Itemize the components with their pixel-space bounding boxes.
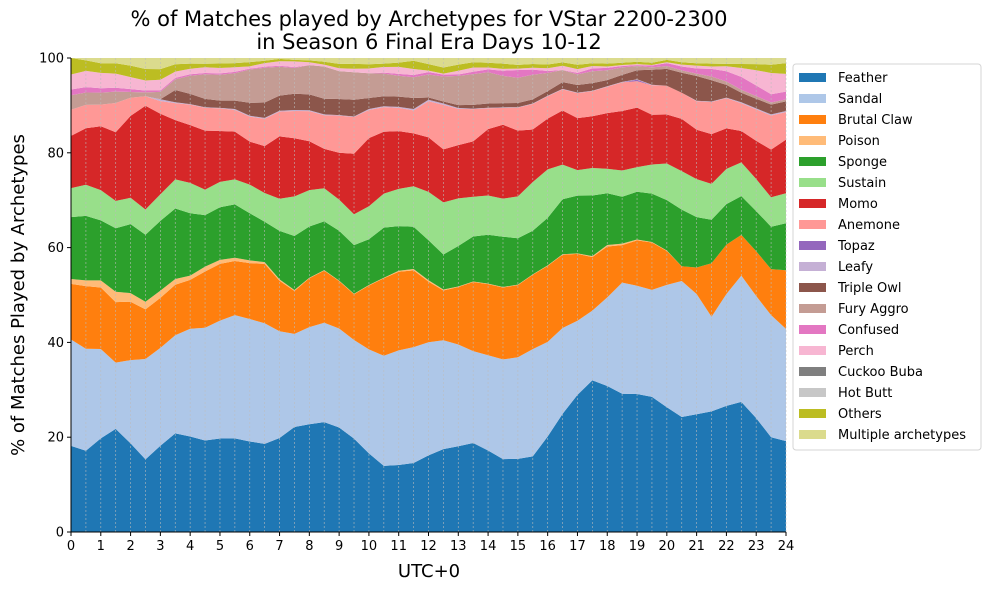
legend-label: Others (838, 407, 882, 422)
legend-swatch (799, 283, 826, 292)
legend-swatch (799, 304, 826, 313)
legend-swatch (799, 241, 826, 250)
legend-swatch (799, 325, 826, 334)
chart-title-line1: % of Matches played by Archetypes for VS… (131, 7, 728, 31)
x-tick-label: 12 (420, 539, 437, 554)
legend-swatch (799, 73, 826, 82)
legend: Feather Sandal Brutal Claw Poison Sponge Sust… (792, 63, 982, 451)
legend-frame (792, 63, 982, 451)
x-tick-label: 5 (216, 539, 224, 554)
axes: 0 1 2 3 4 5 6 7 8 9 10 11 12 13 14 15 16 17 18 19 20 21 22 23 24… (39, 52, 794, 555)
y-tick-label: 40 (47, 336, 64, 351)
x-tick-label: 18 (599, 539, 616, 554)
legend-label: Multiple archetypes (838, 428, 966, 443)
legend-label: Brutal Claw (838, 113, 913, 128)
x-tick-label: 17 (569, 539, 586, 554)
area-series-triple-owl (71, 68, 786, 118)
chart-title-line2: in Season 6 Final Era Days 10-12 (256, 30, 601, 54)
area-series-poison (71, 234, 786, 310)
legend-label: Perch (838, 344, 874, 359)
legend-swatch (799, 94, 826, 103)
legend-swatch (799, 157, 826, 166)
legend-swatch (799, 430, 826, 439)
legend-label: Fury Aggro (838, 302, 909, 317)
x-tick-label: 11 (390, 539, 407, 554)
legend-swatch (799, 199, 826, 208)
legend-label: Feather (838, 71, 888, 86)
legend-label: Cuckoo Buba (838, 365, 923, 380)
x-tick-label: 20 (659, 539, 676, 554)
x-tick-label: 9 (335, 539, 343, 554)
y-tick-label: 20 (47, 431, 64, 446)
legend-swatch (799, 220, 826, 229)
legend-label: Leafy (838, 260, 873, 275)
x-tick-label: 19 (629, 539, 646, 554)
x-tick-label: 13 (450, 539, 467, 554)
legend-swatch (799, 115, 826, 124)
legend-swatch (799, 136, 826, 145)
y-tick-label: 60 (47, 241, 64, 256)
y-axis-label: % of Matches Played by Archetypes (8, 134, 29, 456)
x-tick-label: 3 (156, 539, 164, 554)
x-tick-label: 23 (748, 539, 765, 554)
x-tick-label: 1 (97, 539, 105, 554)
x-tick-label: 16 (539, 539, 556, 554)
legend-swatch (799, 367, 826, 376)
legend-swatch (799, 409, 826, 418)
x-tick-label: 7 (275, 539, 283, 554)
area-series-sustain (71, 162, 786, 255)
y-tick-label: 80 (47, 146, 64, 161)
legend-label: Hot Butt (838, 386, 892, 401)
x-tick-label: 8 (305, 539, 313, 554)
legend-label: Momo (838, 197, 878, 212)
x-tick-label: 4 (186, 539, 194, 554)
x-tick-label: 15 (510, 539, 527, 554)
legend-label: Anemone (838, 218, 900, 233)
legend-swatch (799, 262, 826, 271)
x-tick-label: 21 (688, 539, 705, 554)
x-tick-label: 24 (778, 539, 795, 554)
legend-label: Sponge (838, 155, 887, 170)
legend-label: Poison (838, 134, 880, 149)
legend-label: Topaz (837, 239, 875, 254)
legend-swatch (799, 178, 826, 187)
x-tick-label: 6 (246, 539, 254, 554)
x-tick-label: 14 (480, 539, 497, 554)
x-tick-label: 0 (67, 539, 75, 554)
x-tick-label: 22 (718, 539, 735, 554)
legend-label: Sandal (838, 92, 882, 107)
y-tick-label: 100 (39, 52, 64, 67)
legend-swatch (799, 388, 826, 397)
legend-label: Triple Owl (837, 281, 901, 296)
legend-label: Sustain (838, 176, 886, 191)
x-tick-label: 2 (126, 539, 134, 554)
x-tick-label: 10 (361, 539, 378, 554)
x-axis-label: UTC+0 (398, 561, 460, 582)
legend-label: Confused (838, 323, 899, 338)
legend-swatch (799, 346, 826, 355)
grid-lines (70, 58, 787, 532)
y-tick-label: 0 (56, 526, 64, 541)
